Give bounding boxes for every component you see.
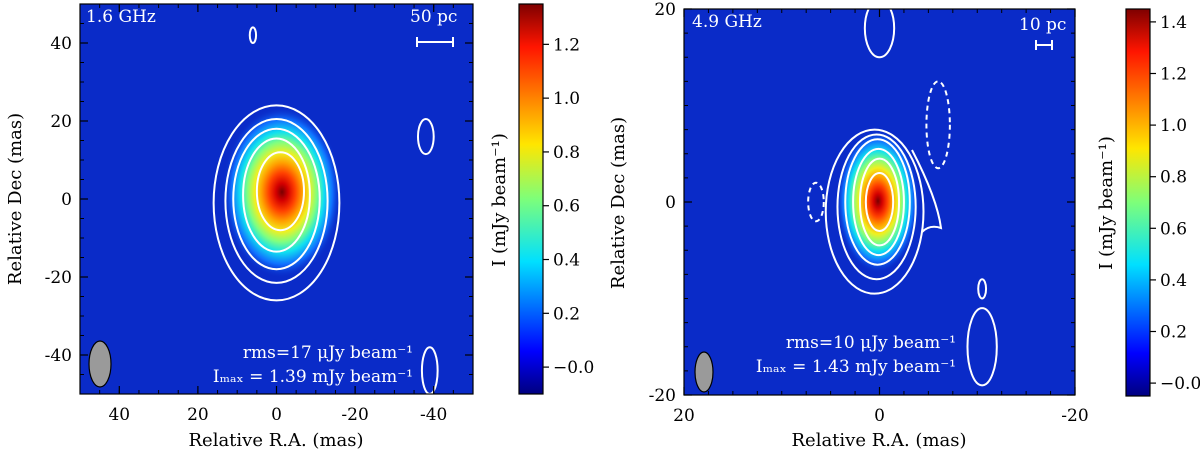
scalebar bbox=[1035, 40, 1053, 50]
panel-1-6ghz: 40 20 0 -20 -40 40 20 0 -20 -40 1.6 GHz 50 pc rms… bbox=[5, 3, 594, 451]
x-tick-label: -20 bbox=[1061, 406, 1088, 426]
x-tick-label: 20 bbox=[673, 406, 695, 426]
imax-label: Iₘₐₓ = 1.43 mJy beam⁻¹ bbox=[756, 357, 956, 377]
contour-blob bbox=[420, 346, 439, 394]
colorbar-tick-label: 1.0 bbox=[553, 89, 580, 109]
y-tick-label: 0 bbox=[61, 190, 72, 210]
x-axis-title: Relative R.A. (mas) bbox=[188, 430, 363, 451]
colorbar-ticks: −0.0 0.2 0.4 0.6 0.8 1.0 1.2 bbox=[543, 35, 594, 378]
colorbar-ticks: −0.0 0.2 0.4 0.6 0.8 1.0 1.2 1.4 bbox=[1150, 13, 1200, 394]
y-tick-label: 20 bbox=[50, 112, 72, 132]
contour-level bbox=[255, 151, 306, 232]
colorbar-tick-label: 0.4 bbox=[553, 251, 580, 271]
scalebar-label: 50 pc bbox=[410, 7, 457, 27]
beam-ellipse bbox=[88, 340, 112, 388]
y-tick-label: -20 bbox=[649, 386, 676, 406]
source-emission bbox=[222, 106, 342, 278]
y-tick-label: -40 bbox=[45, 346, 72, 366]
colorbar-tick-label: 0.2 bbox=[1160, 323, 1187, 343]
contour-level bbox=[242, 137, 311, 253]
contour-dashed bbox=[925, 80, 951, 170]
contour-blob bbox=[863, 9, 896, 59]
x-tick-label: 0 bbox=[271, 405, 282, 425]
source-emission bbox=[836, 129, 920, 273]
contour-blob bbox=[248, 26, 258, 45]
colorbar bbox=[518, 3, 544, 395]
colorbar-label: I (mJy beam⁻¹) bbox=[489, 133, 510, 267]
rms-label: rms=10 μJy beam⁻¹ bbox=[786, 333, 956, 353]
contour-level bbox=[224, 118, 329, 284]
y-tick-label: -20 bbox=[45, 268, 72, 288]
x-tick-label: -40 bbox=[420, 405, 447, 425]
frequency-label: 4.9 GHz bbox=[692, 12, 762, 32]
beam-ellipse bbox=[694, 351, 714, 393]
y-tick-label: 20 bbox=[654, 0, 676, 20]
imax-label: Iₘₐₓ = 1.39 mJy beam⁻¹ bbox=[213, 367, 413, 387]
colorbar-tick-label: 1.4 bbox=[1160, 13, 1187, 33]
x-tick-label: -20 bbox=[341, 405, 368, 425]
contour-outer bbox=[212, 104, 341, 302]
colorbar-tick-label: 0.6 bbox=[1160, 219, 1187, 239]
colorbar-tick-label: 0.4 bbox=[1160, 271, 1187, 291]
frequency-label: 1.6 GHz bbox=[86, 7, 156, 27]
x-tick-label: 40 bbox=[108, 405, 130, 425]
contour-level bbox=[836, 133, 917, 281]
colorbar bbox=[1125, 8, 1151, 397]
y-tick-label: 0 bbox=[665, 193, 676, 213]
axis-ticks: 40 20 0 -20 -40 40 20 0 -20 -40 bbox=[45, 3, 474, 425]
contour-level bbox=[852, 147, 905, 257]
y-tick-label: 40 bbox=[50, 34, 72, 54]
x-tick-label: 0 bbox=[874, 406, 885, 426]
colorbar-tick-label: 0.8 bbox=[553, 143, 580, 163]
contour-dashed bbox=[807, 181, 825, 223]
x-tick-label: 20 bbox=[187, 405, 209, 425]
colorbar-tick-label: −0.0 bbox=[1160, 374, 1200, 394]
colorbar-tick-label: 1.0 bbox=[1160, 116, 1187, 136]
scalebar-label: 10 pc bbox=[1019, 15, 1066, 35]
contour-blob bbox=[966, 307, 998, 387]
colorbar-tick-label: 0.8 bbox=[1160, 168, 1187, 188]
contour-level bbox=[864, 172, 895, 232]
contour-level bbox=[844, 138, 911, 266]
colorbar-tick-label: 1.2 bbox=[1160, 65, 1187, 85]
contour-jet-extension bbox=[911, 149, 943, 233]
contours bbox=[807, 9, 998, 387]
y-axis-title: Relative Dec (mas) bbox=[608, 117, 629, 289]
colorbar-tick-label: −0.0 bbox=[553, 358, 594, 378]
contour-level bbox=[232, 127, 321, 271]
contour-blob bbox=[977, 278, 988, 300]
y-axis-title: Relative Dec (mas) bbox=[5, 113, 26, 285]
colorbar-label: I (mJy beam⁻¹) bbox=[1096, 136, 1117, 270]
rms-label: rms=17 μJy beam⁻¹ bbox=[243, 343, 413, 363]
colorbar-tick-label: 0.6 bbox=[553, 197, 580, 217]
colorbar-tick-label: 1.2 bbox=[553, 35, 580, 55]
contour-blob bbox=[416, 118, 435, 156]
x-axis-title: Relative R.A. (mas) bbox=[791, 430, 966, 451]
contour-level bbox=[824, 128, 925, 295]
contour-level bbox=[858, 157, 901, 247]
contours bbox=[212, 26, 439, 394]
colorbar-tick-label: 0.2 bbox=[553, 304, 580, 324]
scalebar bbox=[416, 37, 454, 47]
